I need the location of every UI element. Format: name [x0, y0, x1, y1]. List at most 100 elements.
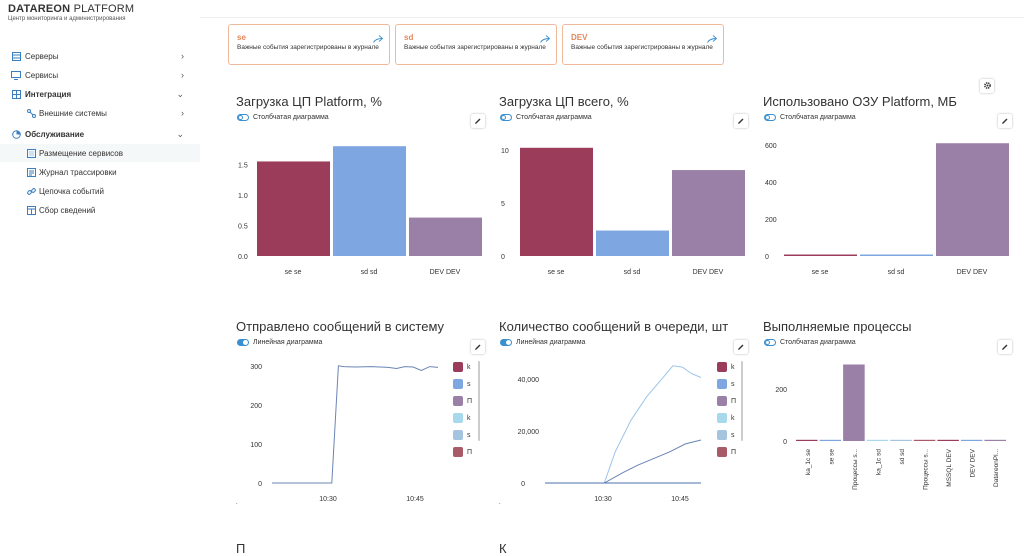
- chart-msgs-sent: 0 100 200 300 10:30 10:45.: [236, 364, 439, 506]
- y-tick-label: 200: [765, 217, 777, 224]
- bar: [866, 439, 889, 441]
- bar: [796, 439, 818, 441]
- toggle-switch[interactable]: [764, 114, 776, 121]
- chart-type-toggle[interactable]: Столбчатая диаграмма: [237, 114, 329, 121]
- legend-label: s: [467, 380, 471, 388]
- sidebar-item-event-chain[interactable]: Цепочка событий: [0, 182, 200, 200]
- legend-item[interactable]: П: [717, 395, 743, 407]
- chart-type-toggle[interactable]: Линейная диаграмма: [500, 339, 585, 346]
- legend-item[interactable]: s: [453, 378, 479, 390]
- chart-type-toggle[interactable]: Столбчатая диаграмма: [500, 114, 592, 121]
- sidebar-item-services[interactable]: Сервисы ›: [0, 66, 200, 84]
- edit-chart-button[interactable]: [471, 114, 485, 128]
- sidebar-item-info-collection[interactable]: Сбор сведений: [0, 201, 200, 219]
- legend-item[interactable]: П: [453, 395, 479, 407]
- brand-logo[interactable]: DATAREON PLATFORM: [8, 3, 135, 15]
- chart-type-toggle[interactable]: Столбчатая диаграмма: [764, 114, 856, 121]
- x-tick-label: DEV DEV: [430, 269, 461, 276]
- event-card-se[interactable]: se Важные события зарегистрированы в жур…: [228, 24, 390, 65]
- legend-item[interactable]: П: [717, 446, 743, 458]
- share-icon[interactable]: [540, 30, 551, 48]
- pencil-icon: [474, 338, 482, 356]
- legend-item[interactable]: k: [453, 361, 479, 373]
- legend-item[interactable]: k: [717, 361, 743, 373]
- x-tick-label: 10:45: [406, 496, 424, 503]
- series-line: [545, 439, 702, 484]
- event-card-dev[interactable]: DEV Важные события зарегистрированы в жу…: [562, 24, 724, 65]
- chart-ram: 0 200 400 600 se se sd sd DEV DEV: [765, 143, 1009, 276]
- toggle-switch[interactable]: [764, 339, 776, 346]
- panel-title-queue: Количество сообщений в очереди, шт: [499, 319, 729, 334]
- sidebar-item-integration[interactable]: Интеграция ⌄: [0, 85, 200, 103]
- legend-swatch: [453, 396, 463, 406]
- y-tick-label: 600: [765, 143, 777, 150]
- chevron-right-icon: ›: [181, 51, 184, 61]
- sidebar-item-trace-journal[interactable]: Журнал трассировки: [0, 163, 200, 181]
- toggle-switch[interactable]: [500, 339, 512, 346]
- legend-item[interactable]: s: [717, 429, 743, 441]
- bar: [937, 439, 959, 441]
- legend-scrollbar[interactable]: [741, 361, 743, 441]
- legend-item[interactable]: П: [453, 446, 479, 458]
- bar: [333, 146, 406, 256]
- sidebar: DATAREON PLATFORM Центр мониторинга и ад…: [0, 0, 200, 549]
- legend-item[interactable]: k: [453, 412, 479, 424]
- legend-swatch: [717, 413, 727, 423]
- x-tick-label: DEV DEV: [957, 269, 988, 276]
- event-card-title: sd: [404, 33, 414, 42]
- sidebar-item-label: Размещение сервисов: [39, 148, 123, 158]
- sidebar-item-label: Цепочка событий: [39, 186, 104, 196]
- y-tick-label: 0: [258, 481, 262, 488]
- x-tick-label: se se: [548, 269, 565, 276]
- sidebar-item-servers[interactable]: Серверы ›: [0, 47, 200, 65]
- chart-type-toggle[interactable]: Линейная диаграмма: [237, 339, 322, 346]
- share-icon[interactable]: [373, 30, 384, 48]
- edit-chart-button[interactable]: [998, 114, 1012, 128]
- legend-item[interactable]: s: [717, 378, 743, 390]
- sidebar-item-external-systems[interactable]: Внешние системы ›: [0, 104, 200, 122]
- legend-swatch: [717, 379, 727, 389]
- toggle-switch[interactable]: [237, 339, 249, 346]
- sidebar-item-maintenance[interactable]: Обслуживание ⌄: [0, 125, 200, 143]
- x-tick-label: sd sd: [899, 449, 906, 465]
- sidebar-item-service-placement[interactable]: Размещение сервисов: [0, 144, 200, 162]
- bar: [843, 364, 865, 441]
- y-tick-label: 0: [765, 254, 769, 261]
- x-tick-label: sd sd: [624, 269, 641, 276]
- edit-chart-button[interactable]: [998, 340, 1012, 354]
- x-tick-label: 10:45: [671, 496, 689, 503]
- toggle-label: Столбчатая диаграмма: [516, 114, 592, 121]
- edit-chart-button[interactable]: [471, 340, 485, 354]
- chart-type-toggle[interactable]: Столбчатая диаграмма: [764, 339, 856, 346]
- x-tick-label: se se: [812, 269, 829, 276]
- bar: [936, 143, 1009, 256]
- edit-chart-button[interactable]: [734, 340, 748, 354]
- share-icon[interactable]: [707, 30, 718, 48]
- header-divider: [200, 17, 1024, 18]
- legend-item[interactable]: k: [717, 412, 743, 424]
- event-card-title: DEV: [571, 33, 588, 42]
- x-tick-label: ka_1c se: [805, 449, 812, 475]
- legend-item[interactable]: s: [453, 429, 479, 441]
- toggle-switch[interactable]: [237, 114, 249, 121]
- toggle-label: Линейная диаграмма: [253, 339, 323, 346]
- edit-chart-button[interactable]: [734, 114, 748, 128]
- event-card-sd[interactable]: sd Важные события зарегистрированы в жур…: [395, 24, 557, 65]
- panel-title-cpu-total: Загрузка ЦП всего, %: [499, 94, 629, 109]
- legend-label: П: [731, 448, 737, 456]
- sidebar-item-label: Сервисы: [25, 70, 59, 80]
- settings-button[interactable]: [980, 79, 994, 93]
- legend-swatch: [717, 396, 727, 406]
- panel-title-processes: Выполняемые процессы: [763, 319, 912, 334]
- legend-label: s: [731, 380, 735, 388]
- series-line: [545, 365, 702, 484]
- event-card-title: se: [237, 33, 246, 42]
- legend-label: k: [731, 414, 735, 422]
- legend-scrollbar[interactable]: [478, 361, 480, 441]
- chart-processes: 0 200 ka_1c se se se Процессы s... ka_1c sd sd…: [775, 364, 1006, 490]
- y-tick-label: 0: [501, 254, 505, 261]
- toggle-switch[interactable]: [500, 114, 512, 121]
- y-tick-label: 0.0: [238, 254, 248, 261]
- bar: [520, 147, 593, 256]
- x-tick-label: se se: [285, 269, 302, 276]
